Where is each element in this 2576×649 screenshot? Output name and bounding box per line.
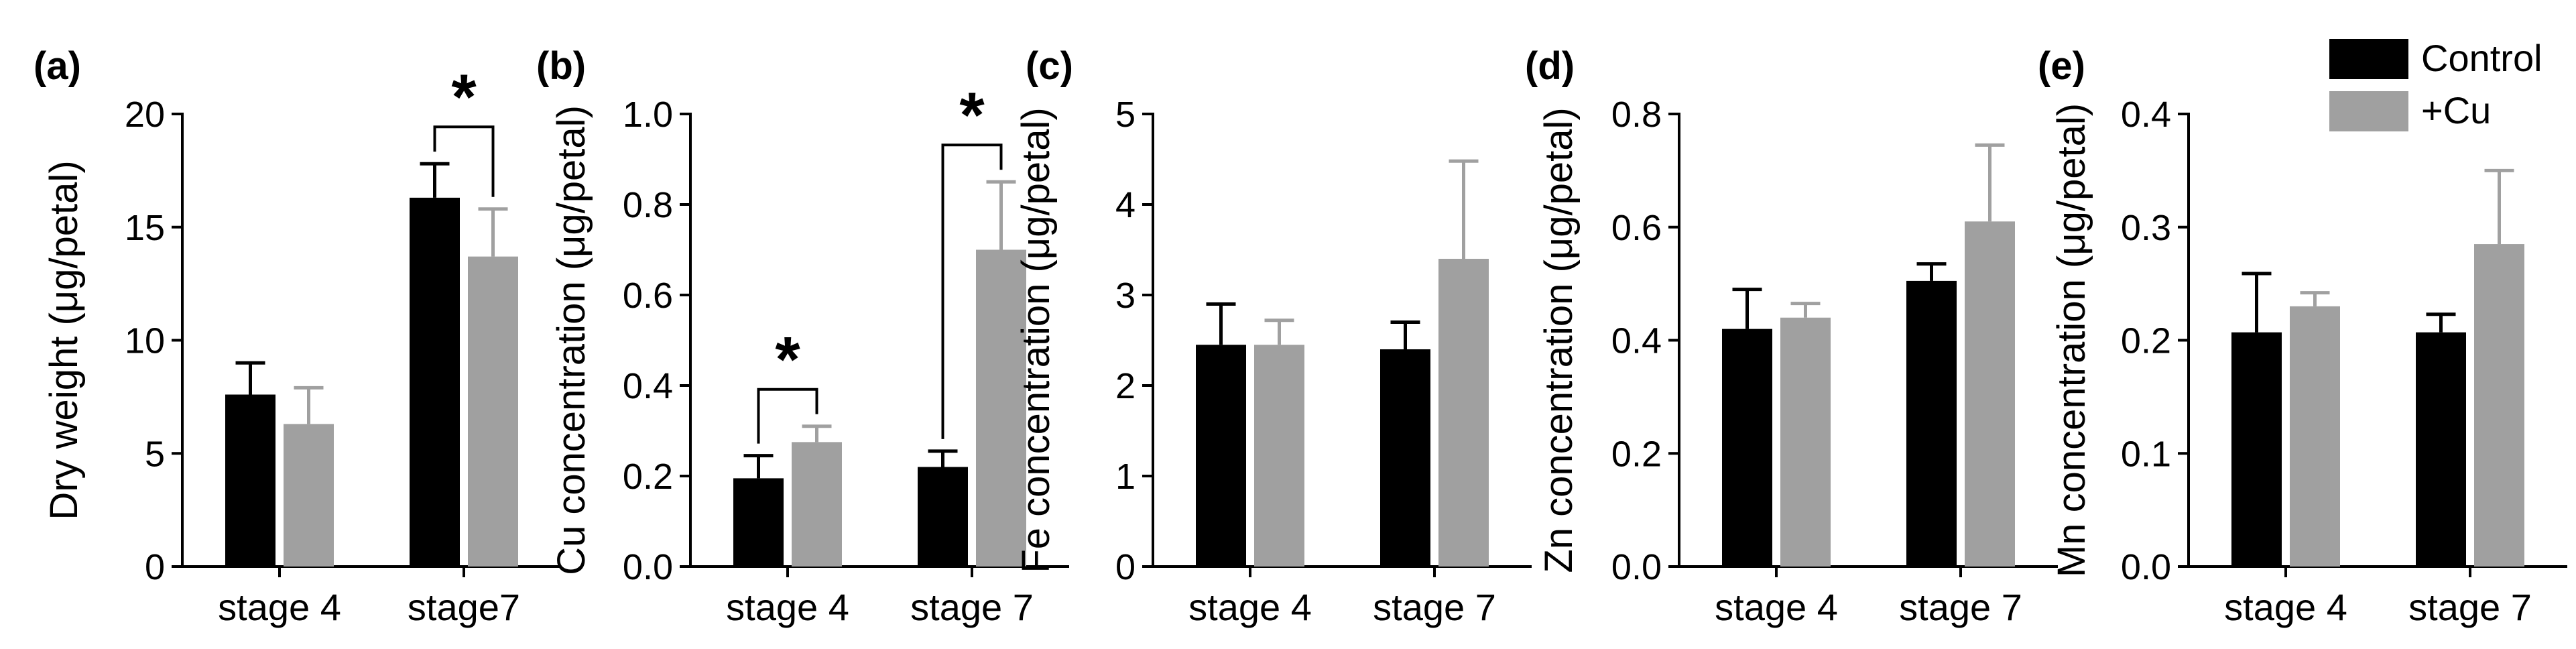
x-tick-label: stage 7: [1373, 586, 1496, 628]
x-tick-label: stage 4: [2224, 586, 2347, 628]
y-tick-label: 5: [145, 434, 165, 474]
y-tick-label: 4: [1115, 185, 1136, 225]
y-tick-label: 0: [145, 547, 165, 587]
y-tick-label: 10: [125, 321, 165, 361]
y-tick-label: 0.2: [623, 457, 673, 497]
x-tick-label: stage 4: [218, 586, 341, 628]
bar-cu-2: [976, 249, 1026, 567]
legend: Control +Cu: [2329, 37, 2542, 131]
y-tick-label: 0.3: [2121, 208, 2171, 248]
bar-cu-1: [2290, 306, 2340, 567]
y-tick-label: 20: [125, 95, 165, 135]
bar-cu-2: [1438, 259, 1489, 567]
bar-control-2: [2416, 332, 2466, 567]
y-tick-label: 3: [1115, 276, 1136, 316]
y-tick-label: 0.0: [1611, 547, 1662, 587]
chart-panel-c: (c) Fe concentration (μg/petal) 0 1 2 3 4 5 stag…: [1014, 44, 1532, 628]
significance-bracket: [433, 125, 495, 197]
bar-cu-2: [1965, 221, 2015, 567]
y-axis-title: Fe concentration (μg/petal): [1014, 107, 1058, 573]
panel-label: (c): [1026, 44, 1073, 88]
legend-swatch-1: [2329, 39, 2408, 79]
chart-panel-a: (a) Dry weight (μg/petal) 0 5 10 15 20 stage 4 s…: [34, 44, 561, 628]
chart-panel-b: (b) Cu concentration (μg/petal) 0.0 0.2 0.4 0…: [536, 44, 1069, 628]
y-tick-label: 2: [1115, 366, 1136, 406]
bar-cu-2: [468, 256, 518, 567]
y-tick-label: 0.2: [2121, 321, 2171, 361]
y-tick-label: 0.6: [1611, 208, 1662, 248]
bar-cu-2: [2474, 244, 2524, 567]
x-tick-label: stage7: [408, 586, 520, 628]
y-axis-title: Dry weight (μg/petal): [42, 160, 86, 520]
y-tick-label: 5: [1115, 95, 1136, 135]
x-tick-label: stage 4: [1715, 586, 1838, 628]
x-tick-label: stage 7: [1899, 586, 2022, 628]
bar-cu-1: [1254, 345, 1304, 567]
y-tick-label: 0.2: [1611, 434, 1662, 474]
y-tick-label: 0.4: [1611, 321, 1662, 361]
y-tick-label: 0.6: [623, 276, 673, 316]
significance-bracket: [941, 143, 1003, 439]
chart-panel-d: (d) Zn concentration (μg/petal) 0.0 0.2 0.4 0…: [1525, 44, 2058, 628]
significance-star: *: [451, 61, 477, 133]
significance-star: *: [959, 79, 985, 151]
bar-control-2: [1906, 280, 1957, 567]
bar-control-2: [410, 197, 460, 567]
bar-control-1: [1722, 329, 1772, 567]
panel-label: (d): [1525, 44, 1575, 88]
x-tick-label: stage 7: [910, 586, 1034, 628]
bar-control-1: [1196, 345, 1246, 567]
y-tick-label: 0: [1115, 547, 1136, 587]
x-tick-label: stage 4: [726, 586, 849, 628]
legend-label-2: +Cu: [2421, 89, 2491, 131]
y-axis-title: Zn concentration (μg/petal): [1537, 107, 1581, 573]
y-tick-label: 15: [125, 208, 165, 248]
y-tick-label: 0.4: [2121, 95, 2171, 135]
bar-control-1: [225, 394, 275, 567]
chart-panel-e: (e) Mn concentration (μg/petal) 0.0 0.1 0.2 0…: [2038, 44, 2567, 628]
legend-swatch-2: [2329, 91, 2408, 131]
y-tick-label: 0.1: [2121, 434, 2171, 474]
bar-cu-1: [1780, 317, 1831, 567]
x-tick-label: stage 4: [1188, 586, 1312, 628]
panel-label: (b): [536, 44, 586, 88]
legend-label-1: Control: [2421, 37, 2542, 79]
bar-control-2: [1380, 349, 1430, 567]
bar-control-1: [2231, 332, 2282, 567]
x-tick-label: stage 7: [2408, 586, 2532, 628]
panel-label: (a): [34, 44, 81, 88]
bar-cu-1: [792, 442, 842, 567]
significance-bracket: [757, 388, 818, 444]
y-tick-label: 0.8: [1611, 95, 1662, 135]
bar-cu-1: [284, 424, 334, 567]
y-axis-title: Mn concentration (μg/petal): [2050, 103, 2093, 577]
y-axis-title: Cu concentration (μg/petal): [550, 105, 593, 575]
significance-star: *: [775, 324, 800, 396]
y-tick-label: 0.8: [623, 185, 673, 225]
y-tick-label: 1.0: [623, 95, 673, 135]
y-tick-label: 0.4: [623, 366, 673, 406]
bar-control-2: [918, 467, 968, 567]
y-tick-label: 0.0: [2121, 547, 2171, 587]
y-tick-label: 0.0: [623, 547, 673, 587]
y-tick-label: 1: [1115, 457, 1136, 497]
panel-label: (e): [2038, 44, 2085, 88]
bar-control-1: [733, 478, 784, 567]
